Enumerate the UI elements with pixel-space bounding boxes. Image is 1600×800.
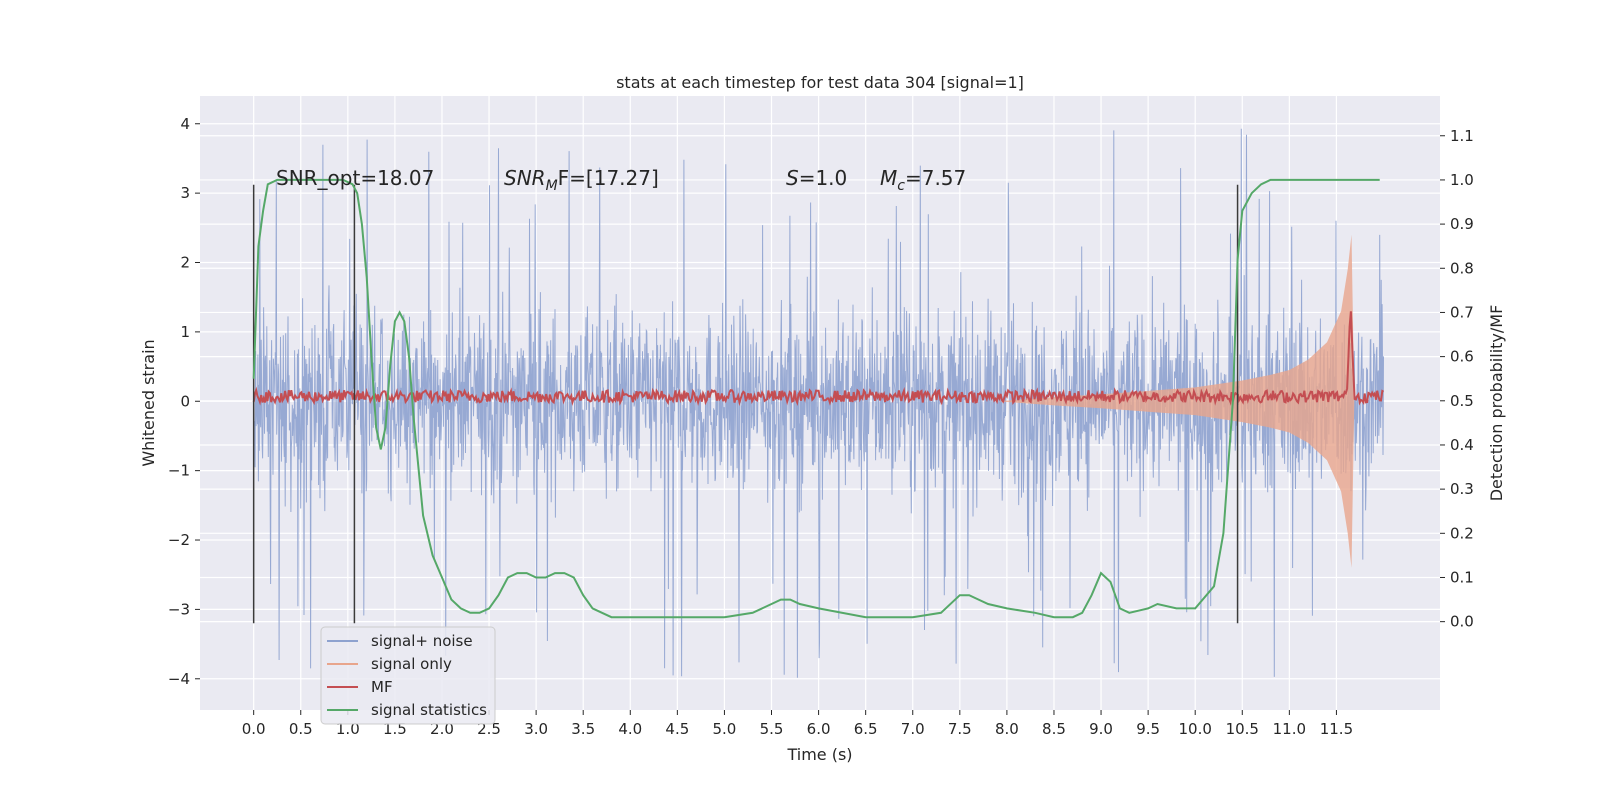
y-tick-label-1: −3 — [168, 600, 190, 618]
y-right-tick-label-11: 1.1 — [1450, 127, 1474, 145]
x-tick-label-7: 3.5 — [571, 720, 595, 738]
x-tick-label-16: 8.0 — [995, 720, 1019, 738]
stats-trace — [252, 178, 1380, 619]
x-tick-label-10: 5.0 — [713, 720, 737, 738]
x-tick-label-14: 7.0 — [901, 720, 925, 738]
y-tick-label-8: 4 — [180, 115, 190, 133]
y-axis-label: Whitened strain — [139, 339, 158, 466]
mf-trace — [252, 311, 1385, 407]
y-tick-label-6: 2 — [180, 254, 190, 272]
s-italic: S — [786, 166, 799, 190]
y-tick-label-3: −1 — [168, 462, 190, 480]
x-tick-label-23: 11.5 — [1320, 720, 1353, 738]
x-tick-label-13: 6.5 — [854, 720, 878, 738]
legend: signal+ noise signal only MF signal stat… — [320, 626, 496, 725]
series-signal-statistics — [252, 178, 1380, 619]
y-right-tick-label-3: 0.3 — [1450, 480, 1474, 498]
x-tick-label-11: 5.5 — [760, 720, 784, 738]
series-signal-only — [997, 234, 1355, 568]
y-right-axis-label: Detection probability/MF — [1487, 305, 1506, 502]
chart-title: stats at each timestep for test data 304… — [616, 73, 1024, 92]
y-right-tick-label-2: 0.2 — [1450, 524, 1474, 542]
legend-label-signal-noise: signal+ noise — [371, 632, 473, 650]
x-tick-label-6: 3.0 — [524, 720, 548, 738]
x-tick-label-19: 9.5 — [1136, 720, 1160, 738]
y-right-tick-label-5: 0.5 — [1450, 392, 1474, 410]
y-right-tick-label-7: 0.7 — [1450, 303, 1474, 321]
annotation-snr-opt: SNR_opt=18.07 — [276, 166, 434, 190]
y-tick-label-7: 3 — [180, 184, 190, 202]
x-tick-label-18: 9.0 — [1089, 720, 1113, 738]
x-tick-label-21: 10.5 — [1226, 720, 1259, 738]
snr-mf-sub: M — [546, 178, 558, 194]
x-tick-label-0: 0.0 — [242, 720, 266, 738]
series-mf — [252, 311, 1385, 407]
x-tick-label-15: 7.5 — [948, 720, 972, 738]
x-tick-label-8: 4.0 — [618, 720, 642, 738]
y-right-tick-label-0: 0.0 — [1450, 613, 1474, 631]
x-tick-label-17: 8.5 — [1042, 720, 1066, 738]
legend-label-mf: MF — [371, 678, 393, 696]
legend-label-signal-statistics: signal statistics — [371, 701, 487, 719]
y-tick-label-5: 1 — [180, 323, 190, 341]
annotation-s: S=1.0 — [786, 166, 847, 190]
y-tick-label-0: −4 — [168, 670, 190, 688]
snr-mf-rest: F=[17.27] — [558, 166, 659, 190]
annotation-mc: Mc=7.57 — [880, 166, 966, 194]
mc-sub: c — [897, 178, 905, 194]
signal-envelope — [997, 234, 1355, 568]
x-tick-label-12: 6.0 — [807, 720, 831, 738]
x-tick-label-9: 4.5 — [665, 720, 689, 738]
y-right-tick-label-6: 0.6 — [1450, 348, 1474, 366]
x-tick-label-1: 0.5 — [289, 720, 313, 738]
y-right-tick-label-8: 0.8 — [1450, 259, 1474, 277]
x-tick-label-22: 11.0 — [1273, 720, 1306, 738]
y-right-tick-label-9: 0.9 — [1450, 215, 1474, 233]
y-tick-label-4: 0 — [180, 392, 190, 410]
x-axis-ticks: 0.0 0.5 1.0 1.5 2.0 2.5 3.0 3.5 4.0 4.5 5.0 5.5 6.0 6… — [242, 710, 1353, 738]
mc-italic: M — [880, 166, 897, 190]
y-tick-label-2: −2 — [168, 531, 190, 549]
y-right-tick-label-10: 1.0 — [1450, 171, 1474, 189]
x-tick-label-20: 10.0 — [1178, 720, 1211, 738]
snr-mf-prefix: SNR — [504, 166, 546, 190]
annotation-snr-mf: SNRMF=[17.27] — [504, 166, 659, 194]
legend-box — [320, 626, 496, 725]
s-rest: =1.0 — [799, 166, 848, 190]
mc-rest: =7.57 — [905, 166, 966, 190]
legend-label-signal-only: signal only — [371, 655, 452, 673]
y-right-axis-ticks: 0.0 0.1 0.2 0.3 0.4 0.5 0.6 0.7 0.8 0.9 1.0 1.1 — [1440, 127, 1474, 631]
y-axis-ticks: −4 −3 −2 −1 0 1 2 3 4 — [168, 115, 200, 688]
y-right-tick-label-1: 0.1 — [1450, 568, 1474, 586]
y-right-tick-label-4: 0.4 — [1450, 436, 1474, 454]
x-axis-label: Time (s) — [786, 745, 852, 764]
